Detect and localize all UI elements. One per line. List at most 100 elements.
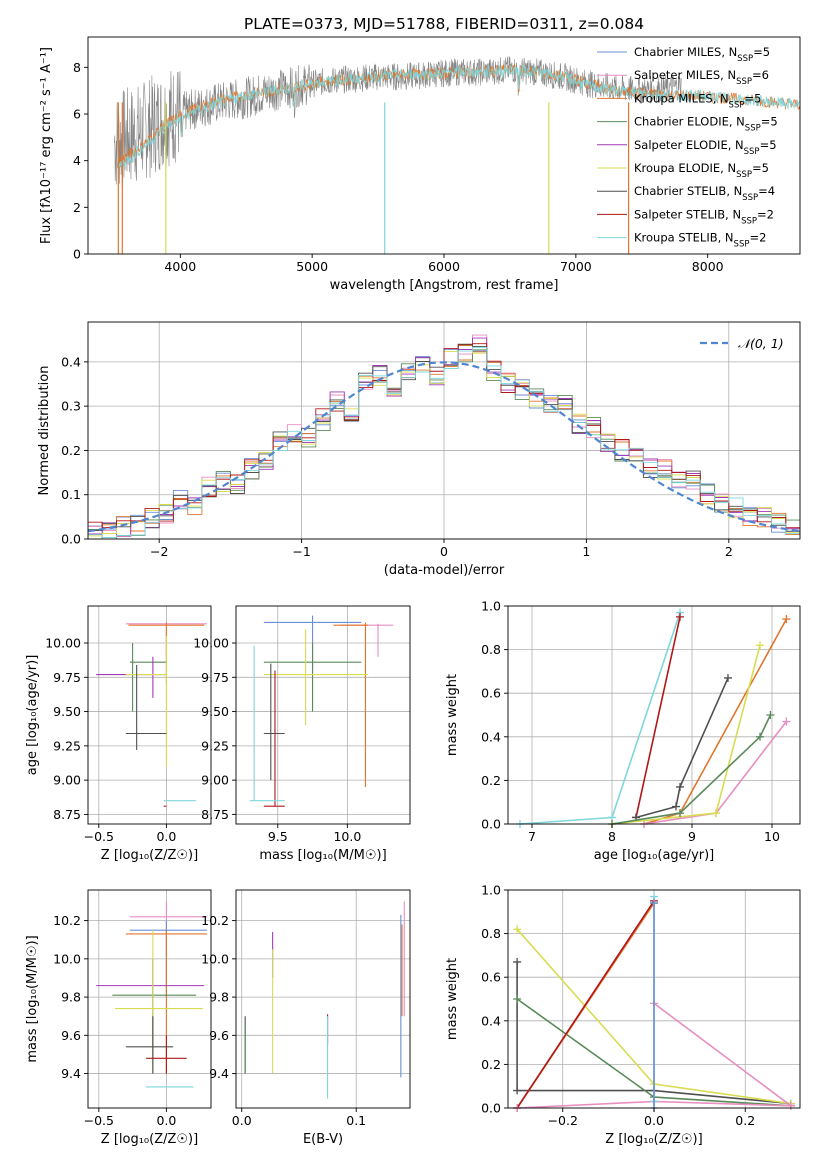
legend-label: Kroupa ELODIE, NSSP=5 [634, 161, 769, 180]
legend-label: Kroupa MILES, NSSP=5 [634, 91, 761, 110]
legend-label: Chabrier ELODIE, NSSP=5 [634, 115, 778, 134]
weight-lines [516, 608, 791, 828]
x-tick-label: −1 [292, 544, 310, 559]
legend-label-sub: SSP [737, 54, 753, 64]
weight-marker [676, 809, 684, 818]
y-tick-label: 9.50 [53, 704, 81, 719]
y-tick-label: 9.8 [209, 990, 229, 1005]
x-axis-label: E(B-V) [303, 1132, 343, 1147]
x-axis-label: Z [log₁₀(Z/Z☉)] [101, 848, 198, 863]
y-tick-label: 1.0 [481, 599, 501, 614]
x-axis-label: wavelength [Angstrom, rest frame] [330, 278, 559, 293]
y-tick-label: 0.3 [61, 399, 81, 414]
weight-marker [782, 615, 791, 624]
x-tick-label: 10 [764, 829, 780, 844]
legend-label-sub: SSP [745, 124, 761, 134]
errorbar-panel-2: −0.5 0.0 8.75 9.00 9.25 9.50 9.75 10.00 Z [log₁₀… [25, 605, 212, 863]
weight-marker [756, 641, 764, 650]
legend-label-main: Salpeter STELIB, N [634, 207, 741, 221]
y-tick-label: 0.0 [61, 532, 81, 547]
x-axis-label: Z [log₁₀(Z/Z☉)] [101, 1132, 198, 1147]
y-axis-label: Normed distribution [37, 366, 52, 496]
x-tick-label: 9 [688, 829, 696, 844]
x-tick-label: −0.5 [84, 1113, 114, 1128]
y-tick-label: 8.75 [201, 807, 229, 822]
x-tick-label: 2 [725, 544, 733, 559]
legend-label-sub: SSP [734, 240, 750, 250]
y-tick-label: 0.0 [481, 1101, 501, 1116]
x-tick-label: 0.0 [644, 1113, 664, 1128]
weight-series [519, 612, 681, 825]
legend-label-main: Kroupa STELIB, N [634, 231, 734, 245]
weight-marker [712, 809, 720, 818]
weight-lines [513, 892, 795, 1112]
x-tick-label: 0 [440, 544, 448, 559]
errorbar-marks [244, 901, 405, 1099]
weight-marker [676, 612, 684, 621]
weight-series [635, 616, 681, 818]
x-axis-label: Z [log₁₀(Z/Z☉)] [605, 1132, 702, 1147]
weight-marker [756, 732, 764, 741]
y-tick-label: 0.8 [481, 926, 501, 941]
weight-marker [786, 1101, 795, 1110]
y-tick-label: 9.00 [53, 773, 81, 788]
axes-frame [235, 605, 411, 825]
legend-label-tail: =6 [752, 68, 769, 82]
y-axis-label: age [log₁₀(age/yr)] [25, 655, 40, 776]
x-tick-label: −0.5 [84, 829, 114, 844]
y-tick-label: 9.25 [201, 738, 229, 753]
legend-label-tail: =5 [753, 45, 770, 59]
y-tick-label: 0.4 [481, 729, 501, 744]
axes-frame [507, 605, 801, 825]
weight-series [635, 677, 729, 819]
x-tick-label: 8000 [692, 259, 724, 274]
y-tick-label: 9.6 [209, 1028, 229, 1043]
y-axis-label: mass weight [445, 674, 460, 756]
y-tick-label: 9.75 [53, 670, 81, 685]
legend-label: Kroupa STELIB, NSSP=2 [634, 231, 766, 250]
y-tick-label: 10.00 [193, 636, 229, 651]
y-tick-label: 10.2 [201, 913, 229, 928]
y-axis-label: Flux [fλ10⁻¹⁷ erg cm⁻² s⁻¹ A⁻¹] [39, 47, 54, 244]
y-tick-label: 6 [73, 107, 81, 122]
y-tick-label: 9.00 [201, 773, 229, 788]
weight-marker [724, 673, 732, 682]
legend-label: Salpeter STELIB, NSSP=2 [634, 207, 774, 226]
legend-label-main: Chabrier MILES, N [634, 45, 737, 59]
weight-marker [513, 957, 522, 966]
x-tick-label: 1 [582, 544, 590, 559]
weight-marker [650, 899, 658, 908]
legend-label-tail: =5 [744, 91, 761, 105]
y-tick-label: 10.0 [53, 951, 81, 966]
y-tick-label: 4 [73, 153, 81, 168]
errorbar-panel-5: −0.5 0.0 9.4 9.6 9.8 10.0 10.2 Z [log₁₀(Z/Z☉)] m… [25, 889, 212, 1147]
y-tick-label: 9.25 [53, 738, 81, 753]
legend-label-main: Salpeter MILES, N [634, 68, 736, 82]
legend-label: 𝒩(0, 1) [738, 336, 784, 351]
x-axis-label: (data-model)/error [384, 563, 505, 578]
y-tick-label: 0.0 [481, 817, 501, 832]
x-tick-label: 4000 [164, 259, 196, 274]
y-tick-label: 9.75 [201, 670, 229, 685]
histogram-lines [88, 334, 800, 539]
y-axis-label: mass [log₁₀(M/M☉)] [25, 935, 40, 1062]
legend-label-main: Kroupa MILES, N [634, 91, 729, 105]
legend-label-sub: SSP [736, 170, 752, 180]
axes-frame [87, 605, 212, 825]
errorbar-panel-6: 0.0 0.1 9.4 9.6 9.8 10.0 10.2 E(B-V) [201, 889, 411, 1147]
errorbar-panel-3: 9.5 10.0 8.75 9.00 9.25 9.50 9.75 10.00 mass [lo… [193, 605, 411, 863]
chart-title: PLATE=0373, MJD=51788, FIBERID=0311, z=0… [244, 15, 644, 33]
histogram-series [88, 346, 800, 538]
y-tick-label: 0.2 [481, 773, 501, 788]
weight-marker [782, 717, 791, 726]
legend-label-main: Kroupa ELODIE, N [634, 161, 736, 175]
spectrum-series [114, 56, 682, 186]
errorbar-marks [96, 622, 207, 807]
spectrum-lines [114, 56, 800, 254]
weight-marker [513, 925, 522, 934]
x-tick-label: 9.5 [268, 829, 288, 844]
weight-series [516, 900, 655, 1109]
legend-label-main: Salpeter ELODIE, N [634, 138, 744, 152]
gaussian-curve [88, 361, 800, 533]
